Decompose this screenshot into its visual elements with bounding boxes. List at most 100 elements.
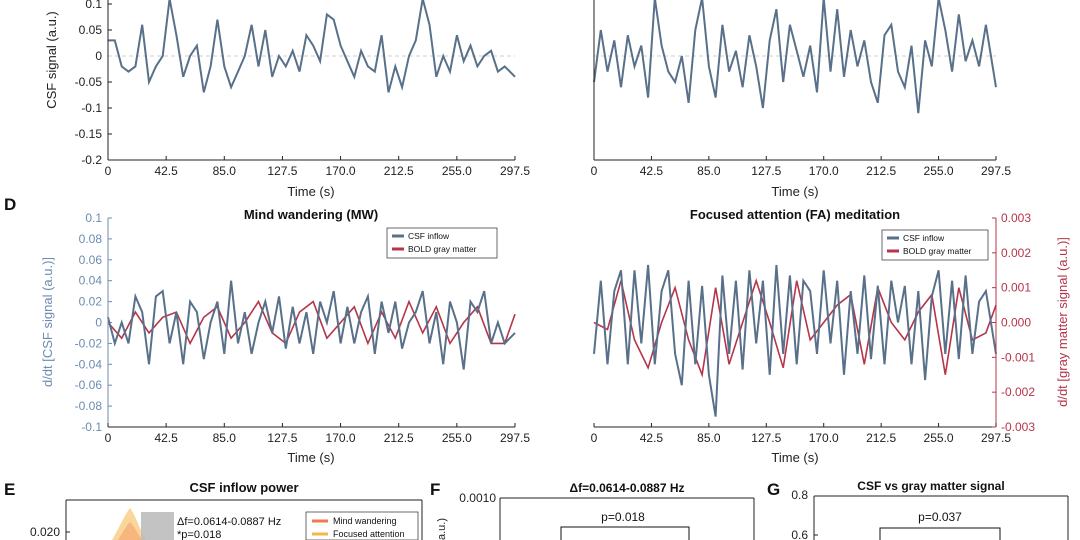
panel-d-right: Focused attention (FA) meditation 0 42.5 8… [591, 207, 1070, 465]
c-left-ytick-label-1: -0.15 [75, 127, 103, 141]
d-left-ytick-label-5: 0 [95, 316, 102, 330]
c-left-ytick-label-0: -0.2 [81, 153, 102, 167]
f-title: Δf=0.0614-0.0887 Hz [569, 481, 684, 495]
d-right-ytick-label-4: 0.001 [1001, 281, 1031, 295]
e-legend: Mind wandering Focused attention [305, 511, 419, 540]
d-right-legend: CSF inflow BOLD gray matter [881, 229, 989, 261]
g-significance-bracket [879, 527, 1001, 540]
d-left-yticks: -0.1 -0.08 -0.06 -0.04 -0.02 0 0.02 0.04 0.06 0.0… [75, 211, 112, 434]
c-right-xtick-label-0: 0 [591, 164, 598, 178]
d-right-ytick-label-3: 0.000 [1001, 316, 1031, 330]
e-legend-fa-label: Focused attention [333, 529, 405, 539]
d-right-xtick-label-0: 0 [591, 431, 598, 445]
d-left-legend: CSF inflow BOLD gray matter [386, 227, 498, 259]
panel-c-left: CSF signal (a.u.) -0.2 -0.15 -0.1 -0.05 0 0.0… [44, 0, 530, 199]
panel-label-d: D [4, 195, 16, 214]
d-left-xtick-label-3: 127.5 [267, 431, 297, 445]
f-ylabel-fragment: a.u.) [436, 518, 448, 540]
c-left-ytick-label-3: -0.05 [75, 75, 103, 89]
c-right-xtick-label-5: 212.5 [866, 164, 896, 178]
d-right-xticks: 0 42.5 85.0 127.5 170.0 212.5 255.0 297.5 [591, 423, 1011, 445]
panel-f: F Δf=0.0614-0.0887 Hz 0.0010 a.u.) p=0.0… [430, 480, 755, 540]
c-left-xtick-label-3: 127.5 [267, 164, 297, 178]
d-left-ytick-label-4: -0.02 [75, 336, 103, 350]
d-left-ytick-label-1: -0.08 [75, 399, 103, 413]
d-right-xtick-label-3: 127.5 [751, 431, 781, 445]
panel-g: G CSF vs gray matter signal 0.8 0.6 p=0.… [767, 479, 1069, 540]
c-right-xtick-label-4: 170.0 [809, 164, 839, 178]
d-right-xtick-label-1: 42.5 [640, 431, 664, 445]
c-left-xtick-label-7: 297.5 [500, 164, 530, 178]
e-legend-mw-label: Mind wandering [333, 516, 397, 526]
c-left-xtick-label-4: 170.0 [326, 164, 356, 178]
c-left-xtick-label-0: 0 [105, 164, 112, 178]
d-right-ylabel-right: d/dt [gray matter signal (a.u.)] [1055, 237, 1070, 407]
d-left-legend-csf-label: CSF inflow [408, 231, 450, 241]
d-right-xtick-label-2: 85.0 [697, 431, 721, 445]
f-annotation-p: p=0.018 [601, 510, 645, 524]
d-right-xtick-label-6: 255.0 [924, 431, 954, 445]
c-right-xtick-label-3: 127.5 [751, 164, 781, 178]
c-left-xtick-label-5: 212.5 [384, 164, 414, 178]
c-left-ytick-label-5: 0.05 [79, 23, 103, 37]
c-left-xtick-label-6: 255.0 [442, 164, 472, 178]
d-left-ytick-label-10: 0.1 [85, 211, 102, 225]
c-left-xlabel: Time (s) [287, 184, 334, 199]
d-right-ytick-label-5: 0.002 [1001, 246, 1031, 260]
e-annotation-band: Δf=0.0614-0.0887 Hz [177, 516, 281, 528]
e-ytick-top: 0.020 [30, 525, 60, 539]
g-ytick-0: 0.8 [791, 488, 808, 502]
c-right-xtick-label-7: 297.5 [981, 164, 1011, 178]
d-left-xtick-label-2: 85.0 [213, 431, 237, 445]
d-right-xtick-label-5: 212.5 [866, 431, 896, 445]
d-left-xtick-label-7: 297.5 [500, 431, 530, 445]
c-right-xlabel: Time (s) [771, 184, 818, 199]
d-right-xtick-label-7: 297.5 [981, 431, 1011, 445]
d-right-ytick-label-2: -0.001 [1001, 350, 1035, 364]
c-left-ytick-label-6: 0.1 [85, 0, 102, 11]
panel-c-right: 0 42.5 85.0 127.5 170.0 212.5 255.0 297.5 Time … [591, 0, 1011, 199]
e-annotation-p: *p=0.018 [177, 529, 221, 540]
d-right-csf-series [593, 264, 997, 417]
c-right-xticks: 0 42.5 85.0 127.5 170.0 212.5 255.0 297.5 [591, 156, 1011, 178]
c-right-xtick-label-1: 42.5 [640, 164, 664, 178]
f-significance-bracket [560, 526, 690, 540]
c-left-xtick-label-2: 85.0 [213, 164, 237, 178]
e-fa-power-area [112, 508, 146, 540]
panel-label-g: G [767, 480, 780, 499]
panel-d-left: Mind wandering (MW) d/dt [CSF signal (a.… [40, 207, 530, 465]
d-left-xlabel: Time (s) [287, 450, 334, 465]
d-left-ytick-label-6: 0.02 [79, 295, 103, 309]
c-left-ytick-label-4: 0 [95, 49, 102, 63]
d-right-xlabel: Time (s) [771, 450, 818, 465]
d-left-ylabel: d/dt [CSF signal (a.u.)] [40, 257, 55, 387]
d-left-legend-bold-label: BOLD gray matter [408, 244, 477, 254]
panel-label-e: E [4, 480, 15, 499]
panel-e: E CSF inflow power 0.020 Δf=0.0614-0.088… [4, 480, 423, 540]
d-left-xticks: 0 42.5 85.0 127.5 170.0 212.5 255.0 297.5 [105, 423, 530, 445]
d-left-xtick-label-1: 42.5 [154, 431, 178, 445]
f-ytick-top: 0.0010 [459, 491, 496, 505]
g-title: CSF vs gray matter signal [857, 479, 1004, 493]
d-right-legend-box [881, 229, 989, 261]
d-right-ytick-label-0: -0.003 [1001, 420, 1035, 434]
d-left-xtick-label-4: 170.0 [326, 431, 356, 445]
d-left-legend-box [386, 227, 498, 259]
panel-label-f: F [430, 480, 440, 499]
d-left-ytick-label-8: 0.06 [79, 253, 103, 267]
d-right-ytick-label-6: 0.003 [1001, 211, 1031, 225]
d-left-title: Mind wandering (MW) [244, 207, 378, 222]
c-left-ylabel: CSF signal (a.u.) [44, 11, 59, 109]
d-left-ytick-label-3: -0.04 [75, 357, 103, 371]
d-left-ytick-label-9: 0.08 [79, 232, 103, 246]
c-left-csf-series [108, 0, 516, 93]
d-right-ytick-label-1: -0.002 [1001, 385, 1035, 399]
e-band-highlight [141, 512, 174, 540]
d-left-ytick-label-7: 0.04 [79, 274, 103, 288]
g-annotation-p: p=0.037 [918, 510, 962, 524]
d-right-legend-bold-label: BOLD gray matter [903, 246, 972, 256]
c-left-xticks: 0 42.5 85.0 127.5 170.0 212.5 255.0 297.5 [105, 156, 530, 178]
d-right-xtick-label-4: 170.0 [809, 431, 839, 445]
c-right-csf-series [593, 0, 997, 114]
